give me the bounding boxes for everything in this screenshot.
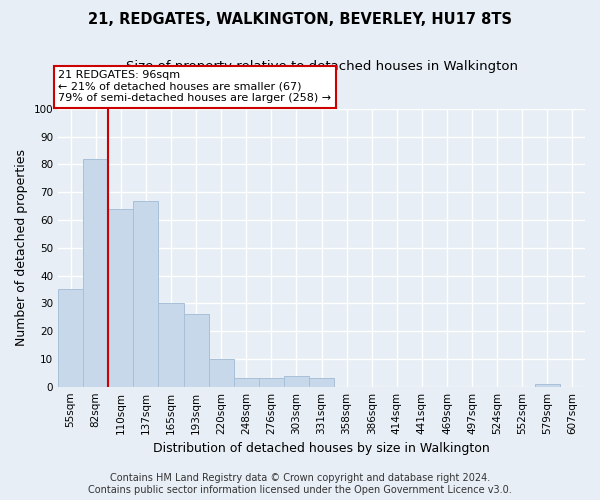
Text: 21 REDGATES: 96sqm
← 21% of detached houses are smaller (67)
79% of semi-detache: 21 REDGATES: 96sqm ← 21% of detached hou… (58, 70, 331, 103)
Bar (309, 378, 334, 386)
Bar (184, 314, 209, 386)
Text: 21, REDGATES, WALKINGTON, BEVERLEY, HU17 8TS: 21, REDGATES, WALKINGTON, BEVERLEY, HU17… (88, 12, 512, 28)
Bar (535, 384, 560, 386)
X-axis label: Distribution of detached houses by size in Walkington: Distribution of detached houses by size … (153, 442, 490, 455)
Bar (83, 159, 108, 386)
Bar (133, 200, 158, 386)
Bar (58, 290, 83, 386)
Bar (209, 359, 233, 386)
Bar (233, 378, 259, 386)
Bar (284, 376, 309, 386)
Bar (108, 209, 133, 386)
Bar (259, 378, 284, 386)
Y-axis label: Number of detached properties: Number of detached properties (15, 150, 28, 346)
Bar (158, 304, 184, 386)
Title: Size of property relative to detached houses in Walkington: Size of property relative to detached ho… (125, 60, 518, 73)
Text: Contains HM Land Registry data © Crown copyright and database right 2024.
Contai: Contains HM Land Registry data © Crown c… (88, 474, 512, 495)
